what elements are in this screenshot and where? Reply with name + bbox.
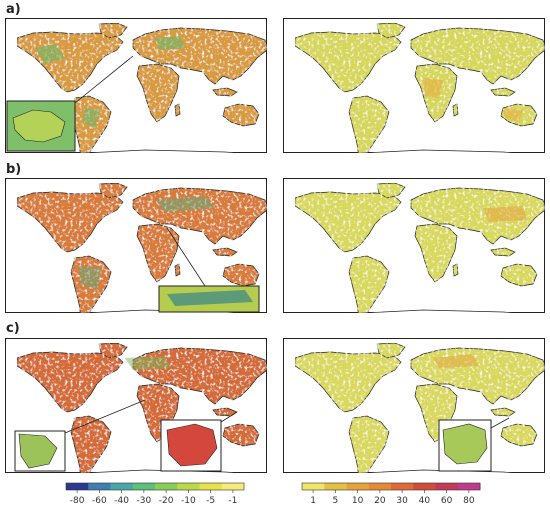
colorbar-right-swatch — [435, 483, 459, 490]
colorbar-right-swatch — [368, 483, 392, 490]
colorbar-right-swatch — [324, 483, 347, 490]
map-c-left — [5, 338, 267, 473]
colorbar-left-tick-label: -1 — [228, 496, 237, 506]
colorbar-right-tick-label: 60 — [441, 496, 453, 506]
colorbar-left-swatch — [88, 483, 111, 490]
colorbar-right-swatch — [391, 483, 414, 490]
colorbar-right-swatch — [413, 483, 436, 490]
map-a-right — [283, 18, 545, 153]
colorbar-left-outline — [65, 482, 245, 491]
colorbar-right-tick-label: 30 — [396, 496, 408, 506]
colorbar-right-tick-label: 5 — [333, 496, 339, 506]
colorbar-right-tick-label: 1 — [310, 496, 316, 506]
map-c-right — [283, 338, 545, 473]
colorbar-left-tick-label: -30 — [137, 496, 152, 506]
colorbar-left-swatch — [66, 483, 89, 490]
europe-inset — [6, 55, 134, 152]
colorbar-left-swatch — [155, 483, 178, 490]
map-b-right — [283, 178, 545, 313]
colorbar-left-swatch — [177, 483, 200, 490]
south-america-inset — [14, 399, 146, 472]
panel-label-a: a) — [6, 2, 21, 17]
colorbar-left-tick-label: -20 — [159, 496, 174, 506]
australia-inset-red — [160, 411, 238, 472]
panel-label-c: c) — [6, 321, 20, 336]
colorbar-right-tick-label: 80 — [463, 496, 475, 506]
australia-inset-yellow — [438, 417, 510, 472]
colorbar-left-swatch — [199, 483, 223, 490]
colorbar-right-swatch — [346, 483, 370, 490]
map-a-left — [5, 18, 267, 153]
colorbar-right-tick-label: 10 — [352, 496, 364, 506]
colorbar-right: 1 5 10 20 30 40 60 80 — [301, 482, 481, 506]
colorbar-left-tick-label: -80 — [70, 496, 85, 506]
colorbar-right-tick-label: 40 — [419, 496, 431, 506]
asia-inset — [158, 227, 260, 313]
colorbar-left: -80 -60 -40 -30 -20 -10 -5 -1 — [65, 482, 245, 506]
map-b-left — [5, 178, 267, 313]
colorbar-right-outline — [301, 482, 481, 491]
colorbar-right-swatch — [457, 483, 481, 490]
colorbar-left-tick-label: -10 — [181, 496, 196, 506]
panel-label-b: b) — [6, 162, 22, 177]
colorbar-left-tick-label: -5 — [206, 496, 215, 506]
colorbar-left-tick-label: -40 — [114, 496, 129, 506]
colorbar-left-swatch — [132, 483, 156, 490]
colorbar-left-swatch — [221, 483, 245, 490]
colorbar-right-swatch — [302, 483, 325, 490]
colorbar-left-swatch — [110, 483, 134, 490]
colorbar-right-tick-label: 20 — [374, 496, 386, 506]
colorbar-left-tick-label: -60 — [92, 496, 107, 506]
